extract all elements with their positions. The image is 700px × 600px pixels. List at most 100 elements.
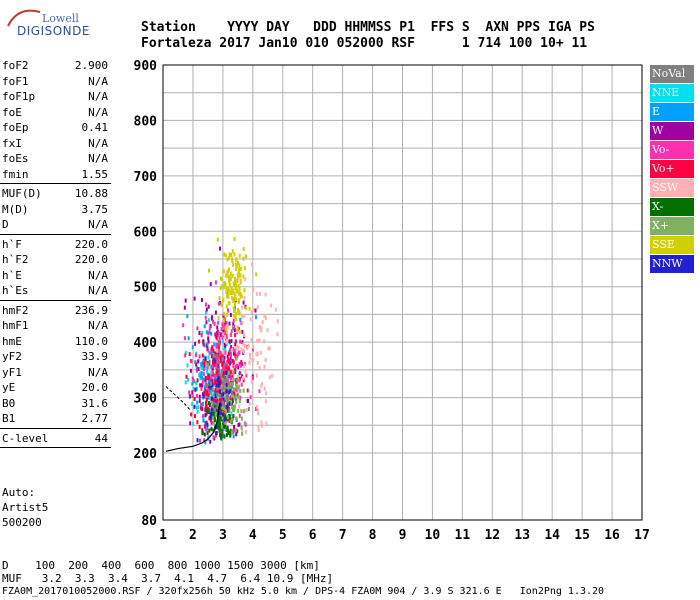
- data-point: [196, 409, 199, 414]
- data-point: [193, 404, 196, 409]
- data-point: [226, 325, 229, 330]
- param-row: h`F 220.0: [0, 237, 112, 253]
- data-point: [229, 382, 232, 387]
- data-point: [235, 383, 238, 388]
- data-point: [238, 273, 241, 278]
- data-point: [228, 321, 231, 326]
- data-point: [227, 406, 230, 411]
- data-point: [229, 388, 232, 393]
- param-row: hmF1 N/A: [0, 318, 112, 334]
- data-point: [210, 378, 213, 383]
- data-point: [207, 355, 210, 360]
- data-point: [237, 270, 240, 275]
- data-point: [206, 369, 209, 374]
- data-point: [235, 346, 238, 351]
- data-point: [219, 430, 222, 435]
- artist-label: Artist5: [2, 501, 49, 514]
- param-value: 236.9: [74, 303, 108, 317]
- data-point: [218, 369, 221, 374]
- data-point: [211, 315, 214, 320]
- param-value: N/A: [88, 74, 108, 88]
- data-point: [204, 395, 207, 400]
- data-point: [199, 371, 202, 376]
- data-point: [211, 387, 214, 392]
- param-value: 10.88: [74, 187, 108, 200]
- data-point: [196, 400, 199, 405]
- data-point: [232, 326, 235, 331]
- param-group-1: foF2 2.900 foF1 N/A foF1p N/A foE N/A foEp 0.41 fx…: [0, 58, 112, 182]
- x-tick-label: 7: [339, 528, 347, 543]
- d-row: D 100 200 400 600 800 1000 1500 3000 [km…: [2, 559, 320, 572]
- data-point: [249, 355, 252, 360]
- data-point: [211, 382, 214, 387]
- data-point: [217, 320, 220, 325]
- data-point: [223, 381, 226, 386]
- data-point: [225, 312, 228, 317]
- data-point: [188, 390, 191, 395]
- data-point: [189, 358, 192, 363]
- param-key: yF1: [2, 365, 22, 379]
- data-point: [236, 264, 239, 269]
- data-point: [216, 354, 219, 359]
- data-point: [222, 420, 225, 425]
- data-point: [224, 404, 227, 409]
- lowell-digisonde-logo: Lowell DIGISONDE: [4, 6, 94, 46]
- data-point: [232, 281, 235, 286]
- data-point: [204, 315, 207, 320]
- x-tick-label: 10: [425, 528, 441, 543]
- param-key: h`F: [2, 237, 22, 251]
- data-point: [231, 402, 234, 407]
- data-point: [264, 358, 267, 363]
- data-point: [214, 399, 217, 404]
- data-point: [223, 396, 226, 401]
- data-point: [193, 296, 196, 301]
- data-point: [259, 350, 262, 355]
- legend-item: NNW: [650, 255, 694, 273]
- data-point: [208, 379, 211, 384]
- data-point: [226, 257, 229, 262]
- data-point: [215, 335, 218, 340]
- data-point: [220, 302, 223, 307]
- data-point: [227, 358, 230, 363]
- data-point: [191, 390, 194, 395]
- data-point: [213, 404, 216, 409]
- data-point: [222, 352, 225, 357]
- data-point: [232, 434, 235, 439]
- data-point: [207, 395, 210, 400]
- data-point: [248, 360, 251, 365]
- data-point: [213, 412, 216, 417]
- data-point: [238, 399, 241, 404]
- param-row: MUF(D) 10.88: [0, 186, 112, 202]
- y-tick-label: 500: [134, 281, 158, 296]
- data-point: [220, 379, 223, 384]
- data-point: [238, 329, 241, 334]
- data-point: [240, 362, 243, 367]
- param-value: N/A: [88, 365, 108, 379]
- data-point: [221, 374, 224, 379]
- data-point: [235, 262, 238, 267]
- data-point: [195, 386, 198, 391]
- x-tick-label: 9: [399, 528, 407, 543]
- data-point: [223, 252, 226, 257]
- data-point: [237, 374, 240, 379]
- data-point: [243, 314, 246, 319]
- param-row: foF2 2.900: [0, 58, 112, 74]
- param-key: foF2: [2, 59, 29, 72]
- data-point: [217, 340, 220, 345]
- data-point: [228, 252, 231, 257]
- data-point: [196, 378, 199, 383]
- data-point: [234, 294, 237, 299]
- data-point: [260, 384, 263, 389]
- data-point: [217, 389, 220, 394]
- data-point: [221, 404, 224, 409]
- data-point: [206, 426, 209, 431]
- data-point: [237, 274, 240, 279]
- data-point: [210, 420, 213, 425]
- data-point: [208, 359, 211, 364]
- data-point: [241, 340, 244, 345]
- data-point: [239, 317, 242, 322]
- data-point: [236, 392, 239, 397]
- data-point: [208, 326, 211, 331]
- data-point: [231, 290, 234, 295]
- data-point: [240, 382, 243, 387]
